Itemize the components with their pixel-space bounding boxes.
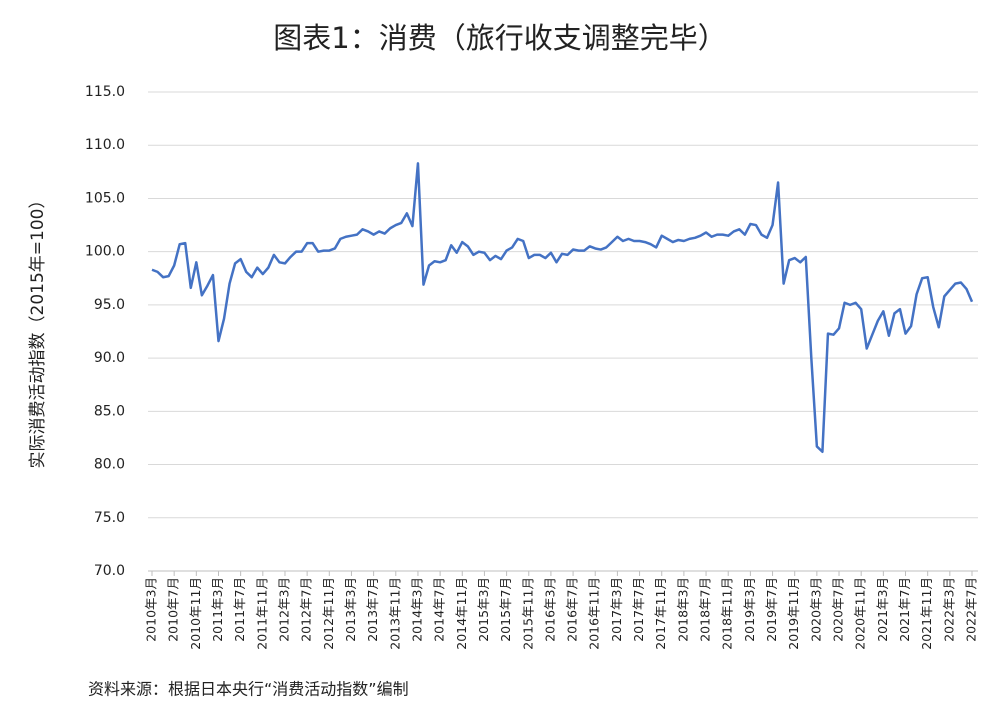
x-tick-label: 2016年3月 (542, 577, 557, 642)
y-tick-label: 90.0 (94, 350, 125, 366)
x-tick-label: 2020年3月 (808, 577, 823, 642)
x-tick-label: 2022年7月 (964, 577, 979, 642)
x-tick-label: 2012年11月 (321, 577, 336, 650)
x-tick-label: 2010年3月 (144, 577, 159, 642)
x-tick-label: 2015年11月 (520, 577, 535, 650)
x-tick-label: 2013年11月 (387, 577, 402, 650)
x-tick-label: 2016年11月 (587, 577, 602, 650)
x-tick-label: 2016年7月 (565, 577, 580, 642)
x-tick-label: 2013年7月 (365, 577, 380, 642)
x-tick-label: 2011年3月 (210, 577, 225, 642)
x-tick-label: 2018年11月 (720, 577, 735, 650)
x-tick-label: 2019年3月 (742, 577, 757, 642)
x-tick-label: 2014年7月 (432, 577, 447, 642)
x-tick-label: 2021年11月 (919, 577, 934, 650)
x-tick-label: 2011年7月 (232, 577, 247, 642)
y-tick-label: 80.0 (94, 457, 125, 473)
x-tick-label: 2014年3月 (409, 577, 424, 642)
x-tick-label: 2012年3月 (276, 577, 291, 642)
x-tick-label: 2014年11月 (454, 577, 469, 650)
y-axis-label: 实际消费活动指数（2015年=100） (28, 192, 48, 469)
y-tick-label: 95.0 (94, 297, 125, 313)
x-tick-label: 2015年3月 (476, 577, 491, 642)
x-tick-label: 2019年7月 (764, 577, 779, 642)
x-tick-label: 2010年11月 (188, 577, 203, 650)
x-tick-label: 2020年11月 (853, 577, 868, 650)
x-tick-label: 2017年3月 (609, 577, 624, 642)
x-tick-label: 2018年3月 (675, 577, 690, 642)
x-tick-label: 2011年11月 (254, 577, 269, 650)
chart-title: 图表1：消费（旅行收支调整完毕） (273, 21, 726, 55)
y-tick-label: 110.0 (85, 137, 125, 153)
x-tick-label: 2022年3月 (941, 577, 956, 642)
x-tick-label: 2021年7月 (897, 577, 912, 642)
x-tick-label: 2017年7月 (631, 577, 646, 642)
source-note: 资料来源：根据日本央行“消费活动指数”编制 (88, 680, 409, 699)
x-tick-label: 2017年11月 (653, 577, 668, 650)
x-tick-label: 2018年7月 (698, 577, 713, 642)
x-tick-label: 2010年7月 (166, 577, 181, 642)
y-tick-label: 75.0 (94, 510, 125, 526)
x-tick-label: 2015年7月 (498, 577, 513, 642)
y-tick-label: 105.0 (85, 190, 125, 206)
x-tick-label: 2021年3月 (875, 577, 890, 642)
data-line (151, 162, 974, 454)
y-tick-label: 115.0 (85, 84, 125, 100)
y-tick-label: 100.0 (85, 244, 125, 260)
y-tick-label: 85.0 (94, 403, 125, 419)
x-tick-label: 2020年7月 (831, 577, 846, 642)
x-tick-label: 2019年11月 (786, 577, 801, 650)
y-tick-label: 70.0 (94, 563, 125, 579)
x-tick-label: 2013年3月 (343, 577, 358, 642)
x-tick-label: 2012年7月 (299, 577, 314, 642)
